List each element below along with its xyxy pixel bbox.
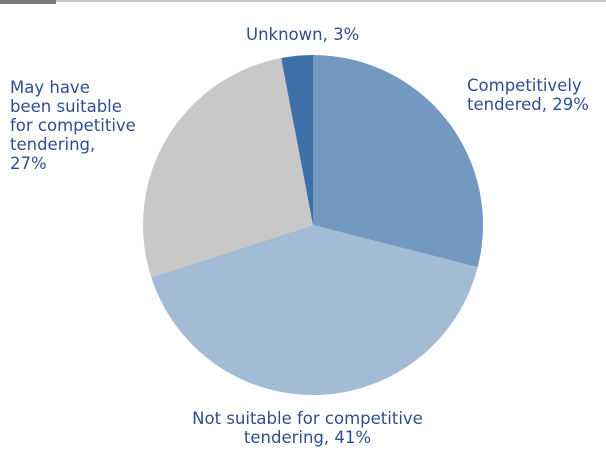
slice-label-unknown: Unknown, 3% bbox=[246, 25, 360, 44]
slice-label-may-have-been-suitable: May have been suitable for competitive t… bbox=[10, 78, 136, 173]
pie-slices bbox=[143, 55, 484, 396]
top-rule bbox=[0, 0, 606, 2]
pie-slice-not-suitable bbox=[151, 225, 478, 396]
slice-label-not-suitable: Not suitable for competitive tendering, … bbox=[192, 409, 423, 447]
pie-slice-may-have-been-suitable bbox=[143, 58, 313, 278]
slice-label-competitively-tendered: Competitively tendered, 29% bbox=[467, 76, 589, 114]
pie-slice-competitively-tendered bbox=[313, 55, 484, 268]
pie-slice-unknown bbox=[281, 55, 313, 225]
top-accent bbox=[0, 0, 56, 4]
